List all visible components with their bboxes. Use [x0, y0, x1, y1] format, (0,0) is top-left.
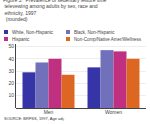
svg-text:White, Non-Hispanic: White, Non-Hispanic [12, 30, 54, 35]
svg-text:30: 30 [8, 68, 14, 74]
svg-text:SOURCE: BRFSS, 1997, Age adj.: SOURCE: BRFSS, 1997, Age adj. [4, 116, 64, 121]
svg-text:Women: Women [105, 109, 122, 115]
svg-text:50: 50 [8, 43, 14, 49]
svg-text:Men: Men [44, 109, 54, 115]
svg-text:20: 20 [8, 80, 14, 86]
svg-text:Hispanic: Hispanic [12, 37, 30, 42]
svg-text:Black, Non-Hispanic: Black, Non-Hispanic [74, 30, 115, 35]
svg-text:10: 10 [8, 92, 14, 98]
svg-text:Figure 3. Prevalence of seden: Figure 3. Prevalence of sedentary leisur… [3, 0, 107, 22]
svg-text:40: 40 [8, 56, 14, 62]
svg-text:Non-Comp/Native Amer/Wellness: Non-Comp/Native Amer/Wellness [74, 37, 142, 42]
